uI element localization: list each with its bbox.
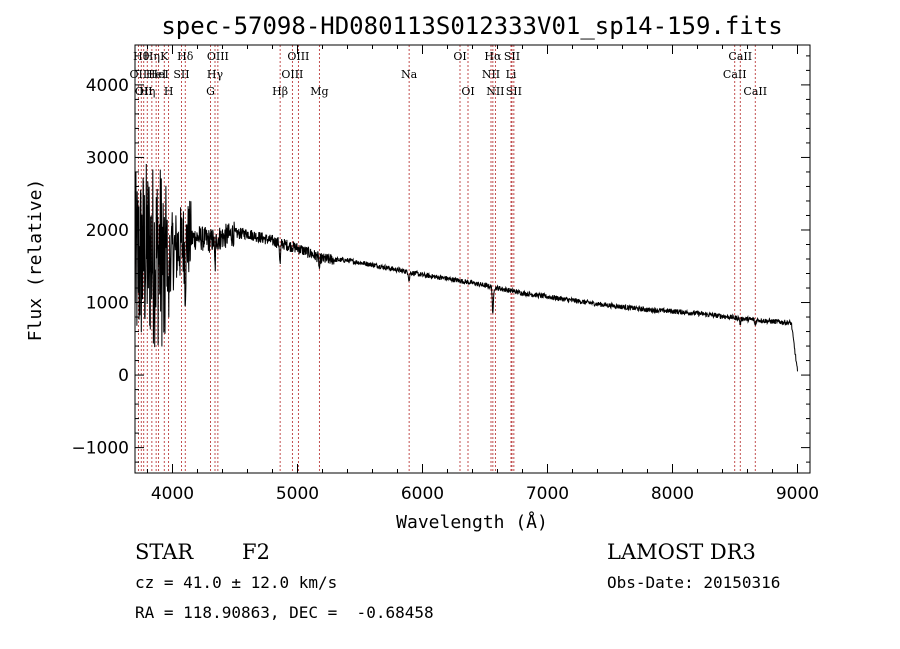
spectral-line-label: NII	[482, 68, 500, 81]
x-tick-label: 6000	[401, 484, 444, 504]
spectral-line-label: OII	[135, 85, 153, 98]
object-subclass: F2	[242, 540, 270, 564]
x-tick-label: 5000	[276, 484, 319, 504]
spectral-line-label: Mg	[310, 85, 328, 98]
spectral-line-label: OIII	[287, 50, 309, 63]
y-axis-label: Flux (relative)	[25, 179, 46, 342]
spectral-line-label: OII	[130, 68, 148, 81]
spectrum-chart: spec-57098-HD080113S012333V01_sp14-159.f…	[25, 12, 819, 533]
spectral-line-label: CaII	[728, 50, 752, 63]
spectral-line-label: HeI	[146, 68, 166, 81]
x-axis-label: Wavelength (Å)	[396, 511, 548, 533]
y-tick-label: 3000	[86, 148, 129, 168]
plot-frame	[134, 44, 811, 474]
spectral-line-label: SII	[506, 85, 522, 98]
spectral-line-labels: OIIHθOIIHηHηHeIHeIKHSIIHδGHγOIIIHβOIIIOI…	[130, 50, 768, 98]
observation-date: Obs-Date: 20150316	[607, 573, 781, 592]
spectral-line-label: SII	[173, 68, 189, 81]
spectral-line-markers	[137, 45, 756, 473]
redshift-value: cz = 41.0 ± 12.0 km/s	[135, 573, 338, 592]
x-tick-label: 8000	[651, 484, 694, 504]
spectral-line-label: Hδ	[177, 50, 194, 63]
axis-ticks: 4000 5000 6000 7000 8000 9000 −1000 0 1000 2000 30…	[71, 45, 819, 504]
spectral-line-label: SII	[504, 50, 520, 63]
x-tick-label: 4000	[151, 484, 194, 504]
x-tick-label: 7000	[526, 484, 569, 504]
spectral-line-label: Hγ	[207, 68, 224, 81]
spectral-line-label: Hθ	[133, 50, 150, 63]
spectral-line-label: NII	[486, 85, 504, 98]
spectral-line-label: Na	[401, 68, 418, 81]
spectral-line-label: HeI	[148, 68, 168, 81]
spectral-line-label: G	[206, 85, 215, 98]
y-tick-label: 0	[118, 366, 129, 386]
spectrum-series-line	[134, 163, 798, 372]
spectral-line-label: K	[160, 50, 169, 63]
y-tick-label: −1000	[71, 439, 129, 459]
y-tick-label: 4000	[86, 76, 129, 96]
chart-title: spec-57098-HD080113S012333V01_sp14-159.f…	[161, 12, 782, 40]
spectral-line-label: Li	[506, 68, 517, 81]
survey-name: LAMOST DR3	[607, 540, 756, 564]
object-class: STAR	[135, 540, 194, 564]
spectral-line-label: Hα	[484, 50, 502, 63]
spectral-line-label: Hβ	[272, 85, 288, 98]
spectral-line-label: OI	[461, 85, 474, 98]
spectral-line-label: OI	[453, 50, 466, 63]
spectral-line-label: OIII	[281, 68, 303, 81]
spectral-line-label: Hη	[139, 85, 155, 98]
spectral-line-label: H	[164, 85, 174, 98]
spectral-line-label: Hη	[144, 50, 160, 63]
y-tick-label: 2000	[86, 221, 129, 241]
y-tick-label: 1000	[86, 294, 129, 314]
spectral-line-label: CaII	[723, 68, 747, 81]
x-tick-label: 9000	[776, 484, 819, 504]
spectral-line-label: CaII	[743, 85, 767, 98]
spectral-line-label: OIII	[207, 50, 229, 63]
coordinates: RA = 118.90863, DEC = -0.68458	[135, 603, 434, 622]
